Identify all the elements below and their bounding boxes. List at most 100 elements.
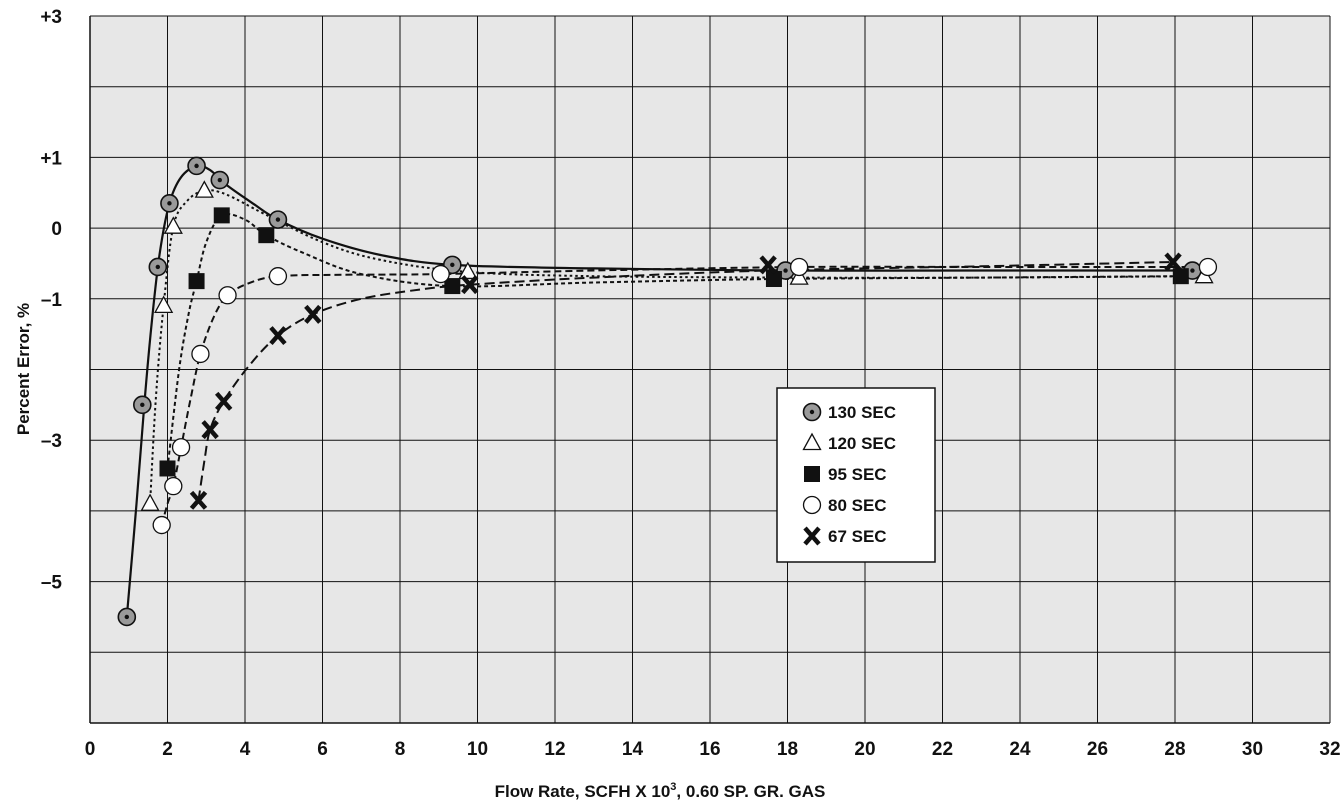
marker-triangle xyxy=(163,216,183,234)
marker-dot xyxy=(217,177,223,183)
series-line-130-sec xyxy=(125,164,1193,617)
legend-label: 130 SEC xyxy=(828,403,896,422)
data-point-120-sec xyxy=(789,267,809,285)
data-point-80-sec xyxy=(191,344,210,364)
legend-label: 67 SEC xyxy=(828,527,887,546)
marker-circle xyxy=(802,495,822,515)
data-point-67-sec xyxy=(304,304,322,324)
data-point-130-sec xyxy=(160,194,179,213)
data-point-80-sec xyxy=(1198,257,1218,277)
data-point-130-sec xyxy=(133,395,152,415)
marker-x-stroke xyxy=(803,526,821,546)
legend-label: 120 SEC xyxy=(828,434,896,453)
marker-x-stroke xyxy=(461,275,479,295)
data-point-80-sec xyxy=(164,477,183,496)
x-axis-label: Flow Rate, SCFH X 103, 0.60 SP. GR. GAS xyxy=(495,781,826,801)
data-point-95-sec xyxy=(258,227,275,244)
y-tick-label: +1 xyxy=(40,148,62,169)
series-markers xyxy=(117,156,1218,627)
legend-items: 130 SEC 120 SEC 95 SEC 80 SEC 67 SEC xyxy=(802,402,896,546)
marker-square xyxy=(765,271,782,288)
legend: 130 SEC 120 SEC 95 SEC 80 SEC 67 SEC xyxy=(776,387,936,563)
marker-dot xyxy=(809,409,815,415)
data-point-95-sec xyxy=(1172,268,1189,285)
x-tick-label: 22 xyxy=(932,739,953,760)
data-point-80-sec xyxy=(431,264,450,284)
marker-x-stroke xyxy=(759,255,777,275)
marker-dot xyxy=(275,217,281,222)
marker-triangle xyxy=(458,261,478,280)
series-line-67-sec xyxy=(197,261,1174,501)
x-tick-label: 18 xyxy=(777,739,798,760)
data-point-67-sec xyxy=(759,255,777,275)
y-tick-label: –1 xyxy=(41,290,63,311)
data-point-95-sec xyxy=(188,273,205,290)
marker-square xyxy=(213,207,230,224)
data-point-120-sec xyxy=(458,261,478,280)
data-point-67-sec xyxy=(201,420,219,440)
x-tick-label: 2 xyxy=(162,739,173,760)
y-tick-labels: +3 +1 0 –1 –3 –5 xyxy=(40,7,62,594)
marker-circle xyxy=(218,286,237,305)
data-point-80-sec xyxy=(152,515,171,535)
series-line-95-sec xyxy=(166,212,1181,469)
y-axis-label: Percent Error, % xyxy=(14,303,33,435)
marker-x-stroke xyxy=(214,391,233,411)
x-tick-label: 26 xyxy=(1087,739,1108,760)
marker-circle xyxy=(164,477,183,496)
y-tick-label: –3 xyxy=(41,431,62,452)
marker-dot xyxy=(1190,268,1195,273)
data-point-120-sec xyxy=(194,180,214,198)
x-tick-label: 0 xyxy=(85,739,96,760)
x-tick-label: 6 xyxy=(317,739,328,760)
marker-triangle xyxy=(789,267,809,285)
legend-box xyxy=(776,387,936,563)
data-point-120-sec xyxy=(163,216,183,234)
marker-circle xyxy=(268,267,288,286)
legend-marker xyxy=(802,495,822,515)
data-point-67-sec xyxy=(461,275,479,295)
x-tick-label: 28 xyxy=(1164,739,1185,760)
data-point-67-sec xyxy=(214,391,233,411)
marker-dot xyxy=(140,402,145,408)
x-axis-label-superscript: 3 xyxy=(670,781,676,793)
x-tick-label: 32 xyxy=(1319,739,1340,760)
data-point-130-sec xyxy=(268,210,288,229)
marker-dot xyxy=(155,264,161,270)
marker-x-stroke xyxy=(201,420,219,440)
marker-square xyxy=(804,466,820,482)
data-point-80-sec xyxy=(218,286,237,305)
x-tick-label: 4 xyxy=(240,739,251,760)
data-point-95-sec xyxy=(444,278,461,295)
data-point-130-sec xyxy=(117,607,137,627)
marker-circle xyxy=(152,515,171,535)
x-tick-label: 16 xyxy=(699,739,720,760)
legend-label: 95 SEC xyxy=(828,465,887,484)
x-axis-label-rest: , 0.60 SP. GR. GAS xyxy=(676,782,825,801)
data-point-67-sec xyxy=(269,326,287,346)
x-tick-label: 14 xyxy=(622,739,644,760)
data-point-67-sec xyxy=(1164,252,1182,272)
grid xyxy=(89,15,1331,724)
data-point-95-sec xyxy=(213,207,230,224)
marker-dot xyxy=(124,614,130,620)
marker-square xyxy=(188,273,205,290)
marker-x-stroke xyxy=(304,304,322,324)
data-point-67-sec xyxy=(189,490,208,510)
marker-square xyxy=(159,460,176,477)
data-point-120-sec xyxy=(154,295,174,314)
data-point-130-sec xyxy=(187,156,206,176)
marker-square xyxy=(444,278,461,295)
marker-dot xyxy=(783,268,788,273)
x-axis-label-main: Flow Rate, SCFH X 10 xyxy=(495,782,671,801)
marker-dot xyxy=(450,262,455,268)
marker-triangle xyxy=(194,180,214,198)
marker-square xyxy=(258,227,275,244)
y-tick-label: +3 xyxy=(40,7,62,28)
marker-circle xyxy=(171,438,191,457)
legend-marker xyxy=(804,466,820,482)
data-point-80-sec xyxy=(268,267,288,286)
marker-circle xyxy=(431,264,450,284)
marker-square xyxy=(1172,268,1189,285)
